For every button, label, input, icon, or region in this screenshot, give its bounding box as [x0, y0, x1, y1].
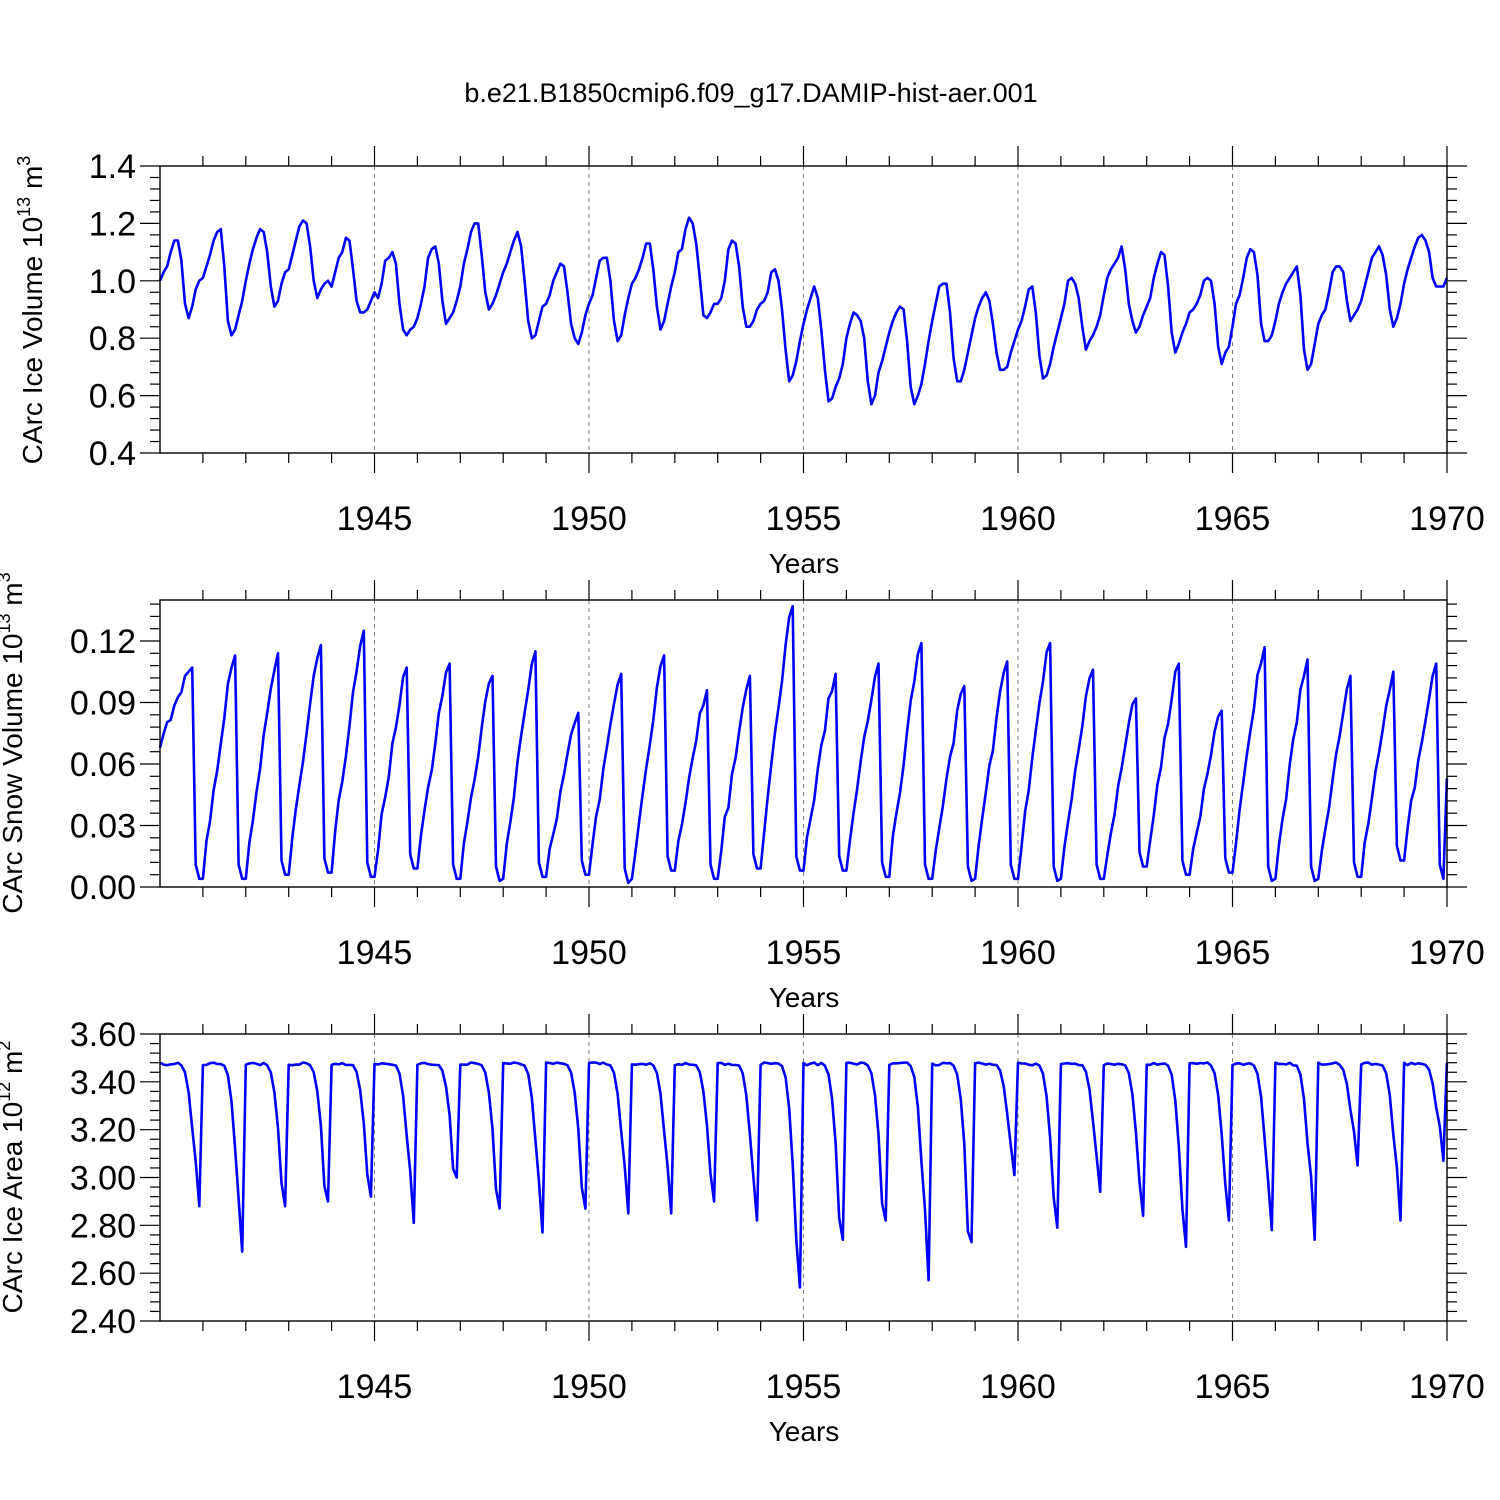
x-tick-label: 1965 [1195, 934, 1271, 972]
y-tick-label: 2.40 [70, 1303, 136, 1341]
snow-ylabel-unit-exp: 3 [0, 572, 14, 582]
snow-xlabel: Years [769, 982, 840, 1013]
volume-ylabel-main: CArc Ice Volume 10 [17, 217, 48, 464]
x-tick-label: 1945 [337, 934, 413, 972]
x-tick-label: 1955 [766, 500, 842, 538]
chart-title: b.e21.B1850cmip6.f09_g17.DAMIP-hist-aer.… [464, 78, 1037, 108]
volume-ylabel: CArc Ice Volume 1013 m3 [14, 156, 48, 465]
x-tick-label: 1950 [551, 934, 627, 972]
svg-text:CArc Ice Area 1012 m2: CArc Ice Area 1012 m2 [0, 1041, 28, 1314]
y-tick-label: 3.20 [70, 1112, 136, 1150]
x-tick-label: 1960 [980, 500, 1056, 538]
volume-xlabel: Years [769, 548, 840, 579]
x-tick-label: 1965 [1195, 500, 1271, 538]
y-tick-label: 3.40 [70, 1064, 136, 1102]
series-line [158, 604, 1449, 885]
x-tick-label: 1945 [337, 500, 413, 538]
area-panel: CArc Ice Area 1012 m2 Years 1945 1950 1955… [0, 1014, 1485, 1447]
svg-text:CArc Ice Volume 1013 m3: CArc Ice Volume 1013 m3 [14, 156, 48, 465]
snow-ylabel-main: CArc Snow Volume 10 [0, 634, 28, 914]
x-tick-label: 1960 [980, 1368, 1056, 1406]
x-tick-label: 1970 [1409, 1368, 1485, 1406]
svg-text:CArc Snow Volume 1013 m3: CArc Snow Volume 1013 m3 [0, 572, 28, 913]
x-tick-label: 1960 [980, 934, 1056, 972]
x-tick-label: 1955 [766, 1368, 842, 1406]
x-tick-label: 1945 [337, 1368, 413, 1406]
y-tick-label: 1.0 [89, 263, 136, 301]
y-tick-label: 0.09 [70, 685, 136, 723]
x-tick-label: 1950 [551, 500, 627, 538]
area-xlabel: Years [769, 1416, 840, 1447]
area-ylabel-exp: 12 [0, 1082, 14, 1102]
series-line [158, 216, 1449, 406]
snow-ylabel-unit: m [0, 582, 28, 613]
y-tick-label: 0.00 [70, 869, 136, 907]
y-tick-label: 2.80 [70, 1207, 136, 1245]
y-tick-label: 3.00 [70, 1160, 136, 1198]
volume-ylabel-unit-exp: 3 [14, 156, 34, 166]
y-tick-label: 0.06 [70, 746, 136, 784]
y-tick-label: 0.03 [70, 808, 136, 846]
y-tick-label: 1.2 [89, 205, 136, 243]
y-tick-label: 1.4 [89, 148, 136, 186]
x-tick-label: 1970 [1409, 934, 1485, 972]
area-ylabel-unit: m [0, 1051, 28, 1082]
y-tick-label: 0.4 [89, 435, 136, 473]
y-tick-label: 0.6 [89, 378, 136, 416]
volume-ylabel-exp: 13 [14, 197, 34, 217]
x-tick-label: 1970 [1409, 500, 1485, 538]
y-tick-label: 3.60 [70, 1016, 136, 1054]
area-ylabel-main: CArc Ice Area 10 [0, 1102, 28, 1314]
area-ylabel-unit-exp: 2 [0, 1041, 14, 1051]
x-tick-label: 1955 [766, 934, 842, 972]
x-tick-label: 1950 [551, 1368, 627, 1406]
y-tick-label: 0.12 [70, 623, 136, 661]
area-ylabel: CArc Ice Area 1012 m2 [0, 1041, 28, 1314]
snow-ylabel-exp: 13 [0, 613, 14, 633]
volume-panel: CArc Ice Volume 1013 m3 Years 1945 1950 19… [14, 146, 1485, 579]
y-tick-label: 2.60 [70, 1255, 136, 1293]
y-tick-label: 0.8 [89, 320, 136, 358]
x-tick-label: 1965 [1195, 1368, 1271, 1406]
snow-panel: CArc Snow Volume 1013 m3 Years 1945 1950 1… [0, 572, 1485, 1013]
snow-ylabel: CArc Snow Volume 1013 m3 [0, 572, 28, 913]
volume-ylabel-unit: m [17, 166, 48, 197]
series-line [159, 1061, 1449, 1289]
